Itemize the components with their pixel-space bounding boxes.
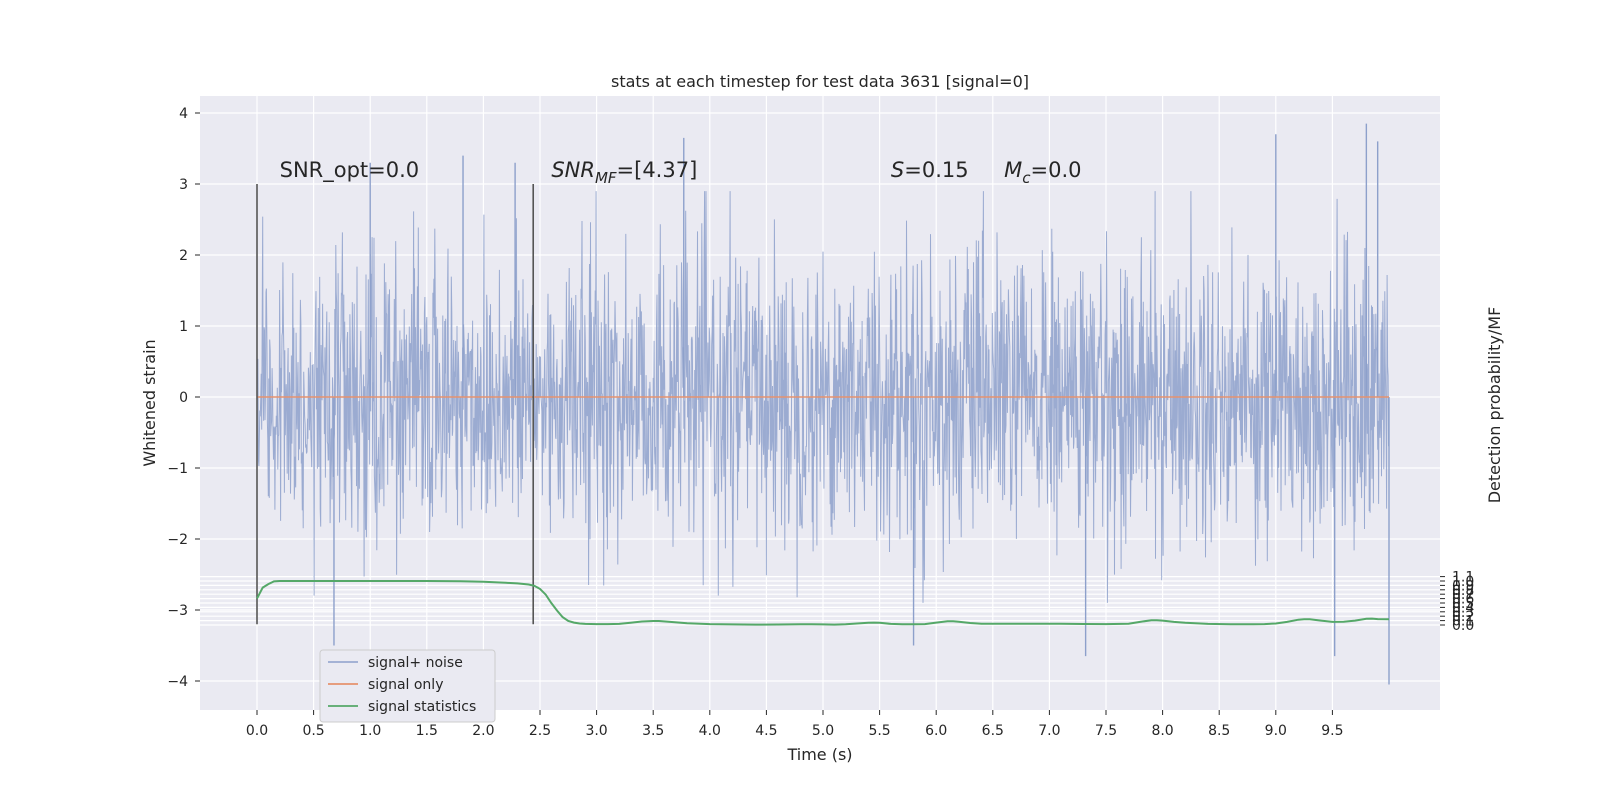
x-tick-label: 5.0 <box>812 723 834 739</box>
x-tick-label: 8.5 <box>1208 723 1230 739</box>
y-tick-label: −1 <box>167 461 188 477</box>
annotation-base: S <box>891 158 904 182</box>
event-markers <box>256 184 535 625</box>
legend-label: signal+ noise <box>368 655 463 671</box>
annotation-base: SNR <box>551 158 595 182</box>
annotation-subscript: c <box>1022 169 1031 187</box>
x-tick-label: 0.5 <box>302 723 324 739</box>
y2-axis-label: Detection probability/MF <box>1485 307 1504 504</box>
y2-tick-label: 0.7 <box>1452 587 1474 603</box>
series-signal-statistics <box>256 580 1390 626</box>
y-tick-label: 0 <box>179 390 188 406</box>
x-tick-label: 1.0 <box>359 723 381 739</box>
y-tick-label: −4 <box>167 674 188 690</box>
y-tick-label: 1 <box>179 319 188 335</box>
x-tick-label: 7.5 <box>1095 723 1117 739</box>
x-tick-label: 4.5 <box>755 723 777 739</box>
annotation-text: S=0.15 <box>891 158 969 182</box>
legend: signal+ noise signal only signal statistic… <box>319 649 496 723</box>
y2-tick-label: 0.2 <box>1452 609 1474 625</box>
chart-title: stats at each timestep for test data 363… <box>611 72 1029 91</box>
x-tick-label: 4.0 <box>699 723 721 739</box>
x-tick-label: 5.5 <box>868 723 890 739</box>
y-tick-label: −2 <box>167 532 188 548</box>
annotation-base: SNR_opt=0.0 <box>280 158 420 183</box>
y2-axis-ticks: 0.00.10.20.30.40.50.60.70.80.91.01.1 <box>1440 570 1474 634</box>
x-tick-label: 9.0 <box>1265 723 1287 739</box>
y-axis-label: Whitened strain <box>140 339 159 466</box>
y2-tick-label: 0.0 <box>1452 618 1474 634</box>
y-tick-label: 3 <box>179 177 188 193</box>
y2-tick-label: 0.9 <box>1452 578 1474 594</box>
x-tick-label: 7.0 <box>1038 723 1060 739</box>
x-axis-ticks: 0.0 0.5 1.0 1.5 2.0 2.5 3.0 3.5 4.0 4.5 5.0 5.5 6.0 6… <box>246 710 1344 739</box>
x-tick-label: 0.0 <box>246 723 268 739</box>
annotation-value: =0.15 <box>904 158 968 182</box>
annotation-value: =0.0 <box>1030 158 1081 182</box>
y2-tick-label: 1.0 <box>1452 574 1474 590</box>
legend-label: signal only <box>368 677 443 693</box>
legend-box <box>319 649 496 723</box>
annotation-base: M <box>1004 158 1022 182</box>
x-tick-label: 3.0 <box>585 723 607 739</box>
y2-tick-label: 0.1 <box>1452 614 1474 630</box>
y-tick-label: 2 <box>179 248 188 264</box>
x-tick-label: 8.0 <box>1151 723 1173 739</box>
x-tick-label: 1.5 <box>416 723 438 739</box>
annotations: SNR_opt=0.0 SNRMF=[4.37] S=0.15 Mc=0.0 <box>280 158 1082 187</box>
annotation-value: =[4.37] <box>617 158 698 182</box>
noise-trace <box>256 191 1390 603</box>
annotation-text: SNRMF=[4.37] <box>551 158 697 187</box>
y2-tick-label: 0.5 <box>1452 596 1474 612</box>
annotation-text: Mc=0.0 <box>1004 158 1081 187</box>
legend-label: signal statistics <box>368 699 476 715</box>
x-tick-label: 6.0 <box>925 723 947 739</box>
x-tick-label: 6.5 <box>982 723 1004 739</box>
y2-tick-label: 0.3 <box>1452 605 1474 621</box>
y2-tick-label: 0.8 <box>1452 583 1474 599</box>
signal-statistics-line <box>256 580 1390 626</box>
series-signal-noise-peaks <box>333 123 1390 685</box>
y-tick-label: −3 <box>167 603 188 619</box>
x-axis-label: Time (s) <box>786 745 852 764</box>
annotation-text: SNR_opt=0.0 <box>280 158 420 183</box>
x-tick-label: 3.5 <box>642 723 664 739</box>
y2-tick-label: 1.1 <box>1452 570 1474 586</box>
y2-tick-label: 0.4 <box>1452 600 1474 616</box>
series-signal-noise <box>256 191 1390 603</box>
x-tick-label: 9.5 <box>1321 723 1343 739</box>
y-axis-ticks: −4 −3 −2 −1 0 1 2 3 4 <box>167 106 200 690</box>
y-tick-label: 4 <box>179 106 188 122</box>
annotation-subscript: MF <box>595 169 617 187</box>
y2-tick-label: 0.6 <box>1452 592 1474 608</box>
x-tick-label: 2.5 <box>529 723 551 739</box>
x-tick-label: 2.0 <box>472 723 494 739</box>
